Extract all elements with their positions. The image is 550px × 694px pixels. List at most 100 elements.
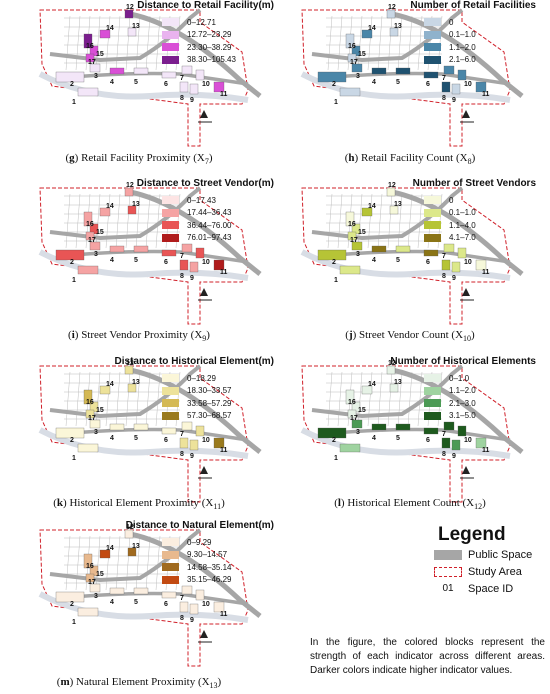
legend-class-label: 76.01–97.43 bbox=[187, 233, 232, 243]
caption-m: (m) Natural Element Proximity (X13) bbox=[56, 676, 222, 691]
legend-space-id-label: Space ID bbox=[468, 582, 514, 595]
space-block-2 bbox=[55, 249, 85, 261]
space-id-label: 2 bbox=[332, 437, 336, 444]
space-id-label: 4 bbox=[110, 435, 114, 442]
legend-class-row: 12.72–23.29 bbox=[162, 29, 236, 42]
legend-swatch bbox=[424, 386, 441, 395]
panel-i: 1 2 3 4 5 6 7 8 9 10 11 12 13 14 15 16 17 Distance to Str… bbox=[30, 178, 280, 348]
panel-title: Number of Historical Elements bbox=[390, 356, 536, 367]
panel-title: Distance to Retail Facility(m) bbox=[137, 0, 274, 11]
space-block-14 bbox=[361, 385, 373, 395]
space-block-6 bbox=[423, 249, 439, 257]
space-block-17 bbox=[85, 231, 95, 241]
caption-subscript: 7 bbox=[204, 157, 209, 167]
caption-subscript: 13 bbox=[209, 681, 218, 691]
space-id-label: 17 bbox=[350, 237, 358, 244]
caption-text: Retail Facility Count (X bbox=[358, 152, 468, 164]
legend-swatch bbox=[424, 196, 441, 205]
legend-study-area: Study Area bbox=[434, 563, 546, 580]
legend-class-label: 3.1–5.0 bbox=[449, 411, 476, 421]
space-block-5 bbox=[133, 245, 149, 253]
legend-class-row: 2.1–3.0 bbox=[424, 397, 476, 410]
legend-class-row: 0–12.71 bbox=[162, 16, 236, 29]
legend-class-label: 33.58–57.29 bbox=[187, 398, 232, 408]
river-edge bbox=[38, 591, 249, 623]
space-block-10 bbox=[457, 425, 467, 437]
legend-class-row: 0–18.29 bbox=[162, 372, 232, 385]
public-space-road bbox=[311, 8, 464, 63]
space-id-label: 7 bbox=[442, 75, 446, 82]
legend-swatch bbox=[424, 43, 441, 52]
space-id-label: 14 bbox=[368, 25, 376, 32]
public-space-road bbox=[49, 364, 202, 419]
space-id-label: 12 bbox=[388, 182, 396, 189]
space-block-12 bbox=[386, 365, 396, 375]
space-block-3 bbox=[351, 63, 363, 73]
space-id-label: 9 bbox=[452, 453, 456, 460]
space-block-12 bbox=[386, 9, 396, 19]
legend-swatch bbox=[162, 196, 179, 205]
space-block-4 bbox=[109, 423, 125, 431]
space-block-4 bbox=[371, 67, 387, 75]
legend-class-label: 18.30–33.57 bbox=[187, 386, 232, 396]
legend-class-row: 3.1–5.0 bbox=[424, 410, 476, 423]
caption-text: Street Vendor Proximity (X bbox=[78, 329, 203, 341]
legend-swatch bbox=[162, 30, 179, 39]
legend-class-label: 2.1–3.0 bbox=[449, 398, 476, 408]
space-block-4 bbox=[371, 423, 387, 431]
public-space-road bbox=[311, 186, 464, 241]
space-id-label: 10 bbox=[202, 259, 210, 266]
legend-class-label: 1.1–2.0 bbox=[449, 42, 476, 52]
caption-text: Street Vendor Count (X bbox=[356, 329, 464, 341]
legend-title: Legend bbox=[438, 524, 506, 545]
space-block-3 bbox=[351, 241, 363, 251]
space-block-7 bbox=[181, 243, 193, 253]
legend-class-row: 0 bbox=[424, 194, 476, 207]
space-id-label: 6 bbox=[426, 437, 430, 444]
space-id-label: 11 bbox=[220, 611, 228, 618]
space-id-label: 12 bbox=[126, 182, 134, 189]
space-id-label: 10 bbox=[464, 81, 472, 88]
legend-swatch bbox=[162, 208, 179, 217]
space-block-2 bbox=[317, 427, 347, 439]
legend-class-label: 36.44–76.00 bbox=[187, 220, 232, 230]
space-block-11 bbox=[213, 601, 225, 613]
space-block-4 bbox=[109, 245, 125, 253]
public-space-highway bbox=[391, 189, 524, 276]
legend-swatch bbox=[162, 221, 179, 230]
legend-class-row: 57.30–68.57 bbox=[162, 410, 232, 423]
legend-class-label: 0.1–1.0 bbox=[449, 30, 476, 40]
space-id-label: 13 bbox=[132, 201, 140, 208]
river-edge bbox=[38, 71, 249, 103]
space-block-1 bbox=[339, 265, 361, 275]
river-edge bbox=[38, 249, 249, 281]
caption-letter: g bbox=[69, 152, 75, 164]
space-block-5 bbox=[133, 423, 149, 431]
river-edge bbox=[300, 249, 511, 281]
space-id-label: 16 bbox=[348, 221, 356, 228]
figure-note: In the figure, the colored blocks repres… bbox=[310, 637, 545, 676]
space-id-label: 16 bbox=[86, 399, 94, 406]
space-block-9 bbox=[451, 83, 461, 95]
north-arrow-icon bbox=[200, 288, 208, 296]
legend-public-space-label: Public Space bbox=[468, 548, 533, 561]
space-id-label: 6 bbox=[426, 81, 430, 88]
space-id-label: 17 bbox=[88, 59, 96, 66]
space-id-label: 2 bbox=[70, 601, 74, 608]
legend-swatch bbox=[162, 538, 179, 547]
legend-class-row: 17.44–36.43 bbox=[162, 207, 232, 220]
space-id-label: 3 bbox=[94, 593, 98, 600]
space-block-6 bbox=[161, 249, 177, 257]
space-id-label: 14 bbox=[106, 203, 114, 210]
space-id-label: 13 bbox=[132, 543, 140, 550]
legend-swatch bbox=[424, 30, 441, 39]
legend-class-label: 0 bbox=[449, 17, 454, 27]
space-block-1 bbox=[339, 443, 361, 453]
legend-class-row: 0 bbox=[424, 16, 476, 29]
legend-swatch bbox=[424, 208, 441, 217]
space-id-label: 10 bbox=[202, 81, 210, 88]
space-id-label: 3 bbox=[94, 73, 98, 80]
